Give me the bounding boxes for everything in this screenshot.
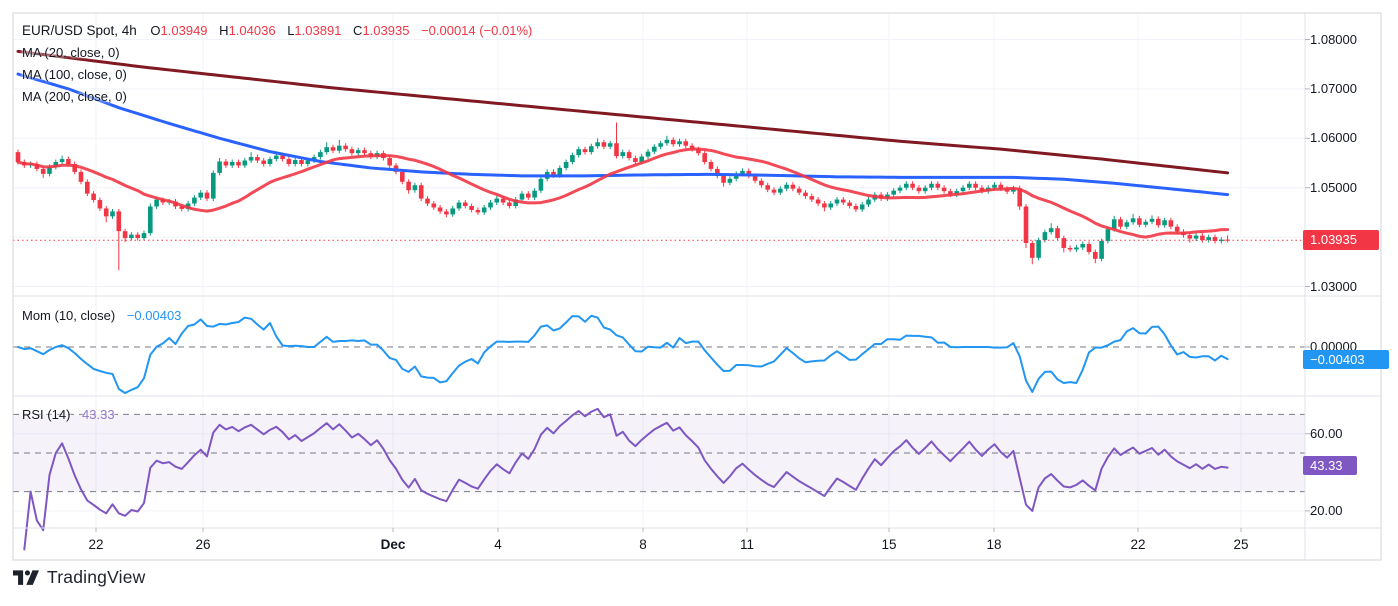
high-label: H [219,23,229,38]
momentum-value-badge: −0.00403 [1303,349,1389,369]
ma100-label: MA (100, close, 0) [22,67,127,82]
time-axis-label: 15 [881,537,897,552]
low-label: L [287,23,295,38]
price-axis-label: 1.08000 [1310,31,1357,47]
open-value: 1.03949 [160,23,208,38]
tradingview-logo-icon [13,569,39,585]
time-axis-label: 25 [1233,537,1249,552]
change-value: −0.00014 (−0.01%) [421,23,533,38]
legend-ma20[interactable]: MA (20, close, 0) [22,44,120,62]
rsi-axis-label: 20.00 [1310,502,1343,518]
legend-momentum[interactable]: Mom (10, close) −0.00403 [22,307,181,325]
time-axis-label: Dec [380,537,406,552]
price-axis-label: 1.07000 [1310,80,1357,96]
last-price-badge: 1.03935 [1303,230,1379,251]
time-axis-label: 11 [739,537,755,552]
time-axis-label: 18 [986,537,1002,552]
time-axis-label: 4 [494,537,502,552]
open-label: O [150,23,161,38]
time-axis-label: 8 [639,537,647,552]
price-axis-label: 1.03000 [1310,278,1357,294]
legend-ma100[interactable]: MA (100, close, 0) [22,66,127,84]
tradingview-attribution[interactable]: TradingView [13,567,146,588]
low-value: 1.03891 [294,23,342,38]
ma200-label: MA (200, close, 0) [22,89,127,104]
time-axis-label: 22 [88,537,104,552]
time-axis-label: 26 [195,537,211,552]
ma20-label: MA (20, close, 0) [22,45,120,60]
price-axis-label: 1.06000 [1310,130,1357,146]
close-label: C [353,23,363,38]
rsi-axis-label: 60.00 [1310,425,1343,441]
close-value: 1.03935 [362,23,410,38]
legend-ma200[interactable]: MA (200, close, 0) [22,88,127,106]
momentum-value: −0.00403 [126,308,182,323]
symbol-title: EUR/USD Spot, 4h [22,23,137,38]
price-axis-label: 1.05000 [1310,179,1357,195]
time-axis-label: 22 [1130,537,1146,552]
symbol-legend[interactable]: EUR/USD Spot, 4h O1.03949 H1.04036 L1.03… [22,22,532,40]
momentum-label: Mom (10, close) [22,308,116,323]
rsi-label: RSI (14) [22,407,71,422]
legend-rsi[interactable]: RSI (14) 43.33 [22,406,115,424]
tradingview-logo-text: TradingView [47,567,146,587]
rsi-value-badge: 43.33 [1303,456,1357,476]
rsi-value: 43.33 [82,407,115,422]
high-value: 1.04036 [228,23,276,38]
